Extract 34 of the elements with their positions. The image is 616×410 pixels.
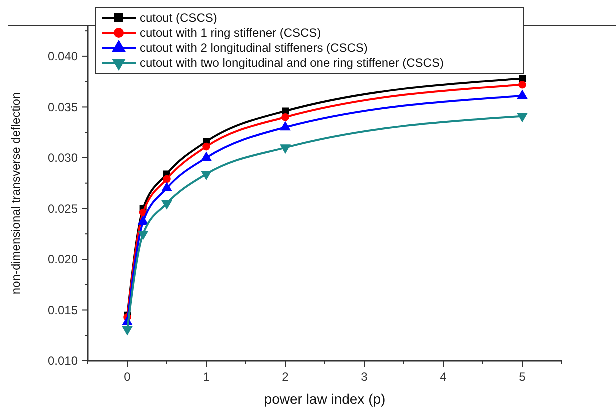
x-tick-label: 0: [124, 370, 132, 384]
x-tick-label: 4: [440, 370, 448, 384]
point: [282, 113, 290, 122]
y-axis-title: non-dimensional transverse deflection: [9, 92, 23, 295]
x-tick-label: 5: [519, 370, 526, 384]
point: [163, 175, 171, 184]
legend-label: cutout (CSCS): [140, 11, 218, 26]
point: [202, 142, 210, 151]
point: [138, 230, 148, 240]
point: [517, 90, 528, 100]
point: [162, 200, 172, 210]
x-tick-label: 2: [282, 370, 290, 384]
y-tick-label: 0.010: [48, 354, 78, 368]
legend-label: cutout with 1 ring stiffener (CSCS): [140, 26, 322, 40]
y-tick-label: 0.025: [48, 202, 78, 216]
point: [280, 144, 291, 154]
point: [517, 113, 528, 122]
x-tick-label: 1: [203, 370, 210, 384]
point: [201, 171, 212, 180]
point: [201, 152, 212, 162]
legend-label: cutout with two longitudinal and one ring stiffener (CSCS): [140, 56, 444, 70]
y-tick-label: 0.040: [48, 50, 78, 64]
point: [162, 182, 172, 192]
point: [518, 81, 526, 89]
x-axis-title: power law index (p): [264, 391, 386, 407]
point: [122, 326, 133, 336]
x-tick-label: 3: [361, 370, 368, 384]
y-tick-label: 0.015: [48, 303, 78, 318]
point: [280, 122, 291, 131]
legend-label: cutout with 2 longitudinal stiffeners (CSCS): [140, 41, 368, 56]
y-tick-label: 0.020: [48, 252, 78, 267]
y-tick-label: 0.030: [48, 151, 78, 166]
y-tick-label: 0.035: [48, 100, 78, 114]
point: [138, 216, 148, 226]
